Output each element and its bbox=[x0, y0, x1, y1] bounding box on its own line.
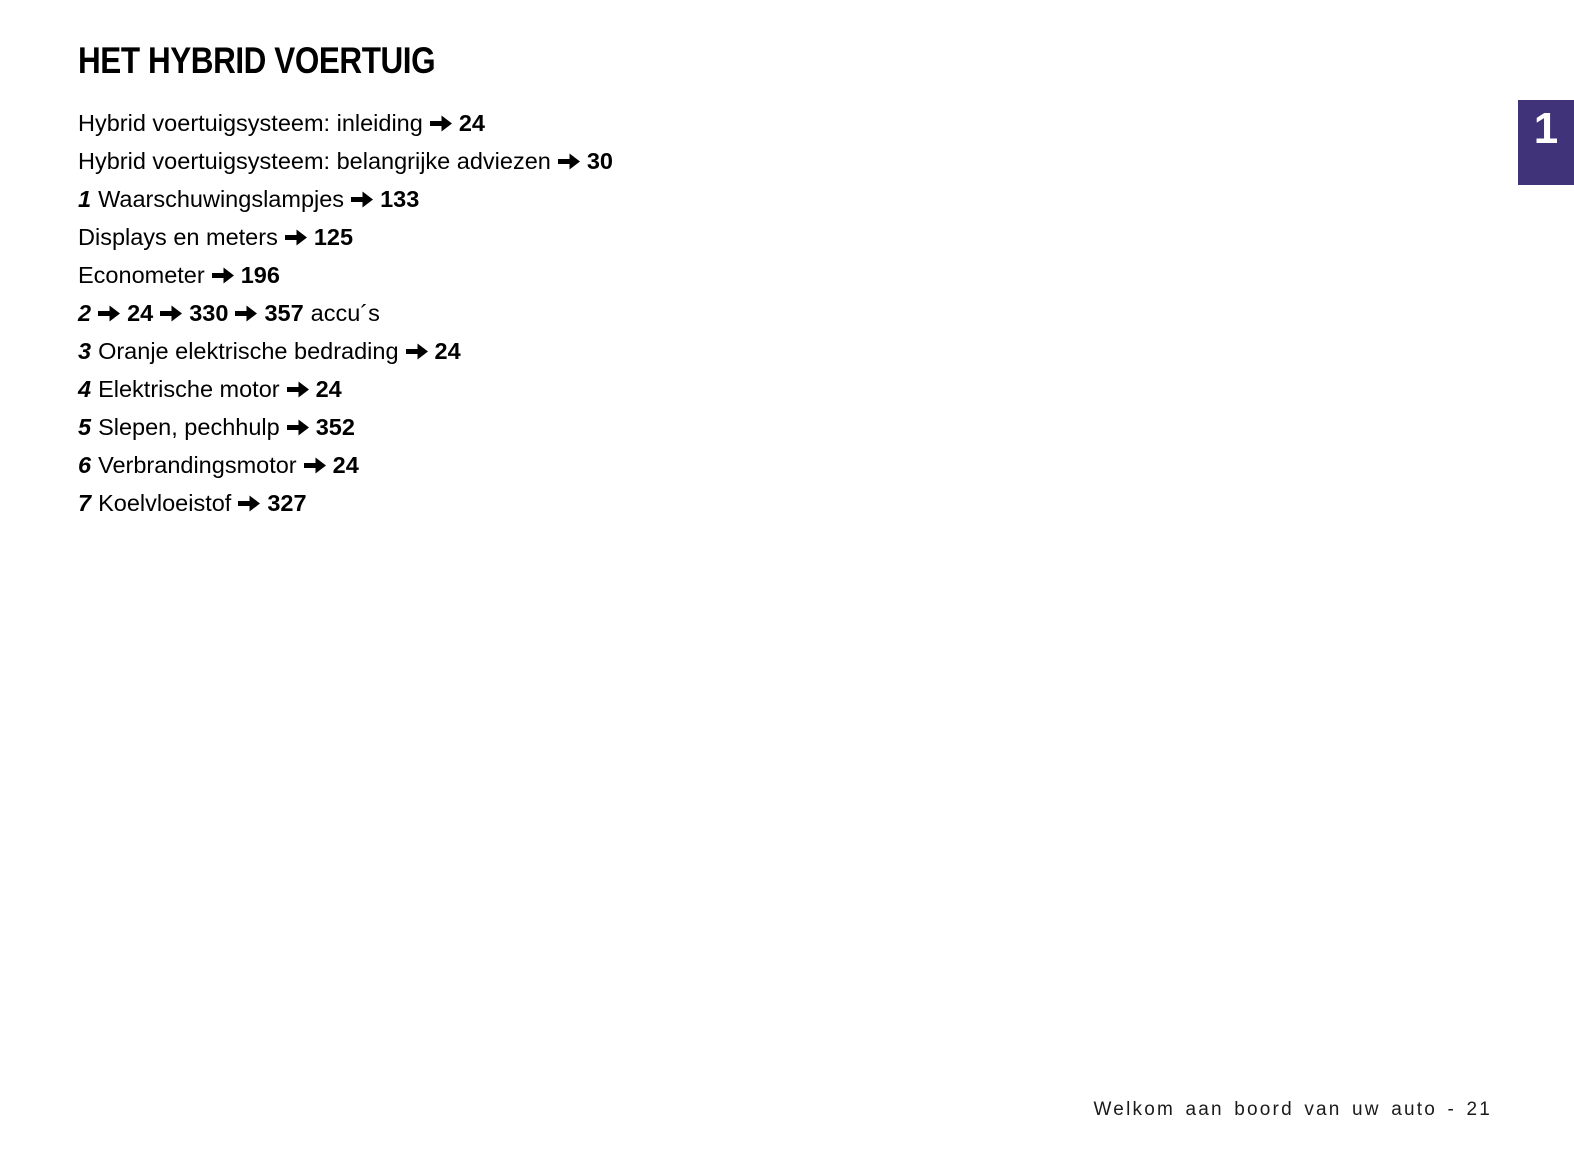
toc-list: Hybrid voertuigsysteem: inleiding 24 Hybri… bbox=[78, 104, 613, 522]
toc-item: Hybrid voertuigsysteem: belangrijke advi… bbox=[78, 142, 613, 180]
page-ref: 125 bbox=[313, 223, 354, 250]
arrow-icon bbox=[235, 305, 258, 322]
page-ref: 24 bbox=[315, 375, 342, 402]
arrow-icon bbox=[351, 191, 374, 208]
toc-item: Econometer 196 bbox=[78, 256, 613, 294]
item-number: 5 bbox=[78, 413, 92, 440]
arrow-icon bbox=[405, 343, 428, 360]
toc-item: 6 Verbrandingsmotor 24 bbox=[78, 446, 613, 484]
arrow-icon bbox=[98, 305, 121, 322]
item-label: Econometer bbox=[78, 261, 205, 288]
page-ref: 24 bbox=[458, 109, 485, 136]
arrow-icon bbox=[303, 457, 326, 474]
toc-item: 5 Slepen, pechhulp 352 bbox=[78, 408, 613, 446]
chapter-tab: 1 bbox=[1518, 100, 1574, 185]
item-label: Elektrische motor bbox=[98, 375, 280, 402]
toc-item: 4 Elektrische motor 24 bbox=[78, 370, 613, 408]
page-ref: 30 bbox=[586, 147, 613, 174]
arrow-icon bbox=[286, 419, 309, 436]
toc-item: Displays en meters 125 bbox=[78, 218, 613, 256]
item-number: 1 bbox=[78, 185, 92, 212]
arrow-icon bbox=[557, 153, 580, 170]
item-number: 7 bbox=[78, 489, 92, 516]
page-ref: 330 bbox=[189, 299, 229, 326]
item-label: Koelvloeistof bbox=[98, 489, 232, 516]
page-ref: 24 bbox=[127, 299, 154, 326]
arrow-icon bbox=[284, 229, 307, 246]
item-number: 4 bbox=[78, 375, 92, 402]
item-label: Displays en meters bbox=[78, 223, 278, 250]
item-label: Oranje elektrische bedrading bbox=[98, 337, 399, 364]
toc-item: 1 Waarschuwingslampjes 133 bbox=[78, 180, 613, 218]
page-ref: 24 bbox=[332, 451, 359, 478]
item-label: Slepen, pechhulp bbox=[98, 413, 280, 440]
page-ref: 357 bbox=[264, 299, 304, 326]
toc-item: 7 Koelvloeistof 327 bbox=[78, 484, 613, 522]
toc-item: 3 Oranje elektrische bedrading 24 bbox=[78, 332, 613, 370]
page-ref: 352 bbox=[315, 413, 355, 440]
arrow-icon bbox=[238, 495, 261, 512]
page-footer: Welkom aan boord van uw auto - 21 bbox=[1093, 1099, 1492, 1120]
arrow-icon bbox=[211, 267, 234, 284]
arrow-icon bbox=[286, 381, 309, 398]
page-ref: 24 bbox=[434, 337, 461, 364]
item-label: Verbrandingsmotor bbox=[98, 451, 297, 478]
item-label: Hybrid voertuigsysteem: inleiding bbox=[78, 109, 423, 136]
page-title: HET HYBRID VOERTUIG bbox=[78, 40, 436, 81]
page-ref: 196 bbox=[240, 261, 280, 288]
item-number: 3 bbox=[78, 337, 92, 364]
toc-item: 2 24 330 357 accu´s bbox=[78, 294, 613, 332]
arrow-icon bbox=[429, 115, 452, 132]
toc-item: Hybrid voertuigsysteem: inleiding 24 bbox=[78, 104, 613, 142]
item-label: Hybrid voertuigsysteem: belangrijke advi… bbox=[78, 147, 551, 174]
item-number: 6 bbox=[78, 451, 92, 478]
chapter-tab-number: 1 bbox=[1533, 104, 1559, 153]
page-ref: 133 bbox=[380, 185, 420, 212]
arrow-icon bbox=[160, 305, 183, 322]
page-ref: 327 bbox=[267, 489, 307, 516]
item-number: 2 bbox=[78, 299, 92, 326]
item-label: accu´s bbox=[310, 299, 380, 326]
item-label: Waarschuwingslampjes bbox=[98, 185, 345, 212]
